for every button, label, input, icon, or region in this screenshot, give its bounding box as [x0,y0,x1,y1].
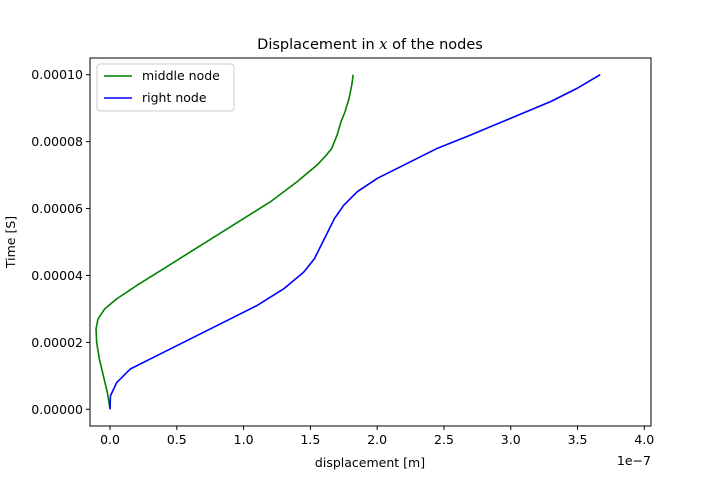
y-tick-label: 0.00004 [31,268,83,283]
x-tick-label: 4.0 [634,432,654,447]
x-tick-label: 1.0 [234,432,254,447]
y-axis-label: Time [S] [3,216,18,269]
x-tick-label: 3.0 [501,432,521,447]
legend: middle node right node [96,63,235,112]
x-tick-label: 2.5 [434,432,454,447]
y-tick-label: 0.00008 [31,134,83,149]
y-tick-label: 0.00006 [31,201,83,216]
legend-label-middle-node: middle node [142,68,220,83]
y-tick-label: 0.00002 [31,335,83,350]
x-tick-label: 0.0 [100,432,120,447]
plot-area [89,57,652,427]
y-axis-ticks: 0.00000 0.00002 0.00004 0.00006 0.00008 0.000… [31,67,90,417]
x-tick-label: 1.5 [300,432,320,447]
x-axis-label: displacement [m] [315,455,425,470]
x-tick-label: 2.0 [367,432,387,447]
x-axis-offset-text: 1e−7 [617,453,651,468]
y-tick-label: 0.00010 [31,67,83,82]
x-tick-label: 0.5 [167,432,187,447]
series-line-right-node [109,74,601,410]
series-line-middle-node [95,74,354,410]
x-tick-label: 3.5 [568,432,588,447]
axes-frame [89,57,652,427]
x-axis-ticks: 0.0 0.5 1.0 1.5 2.0 2.5 3.0 3.5 4.0 [100,426,654,447]
legend-label-right-node: right node [142,90,207,105]
series-layer [95,74,601,410]
y-tick-label: 0.00000 [31,402,83,417]
chart-title: Displacement in x of the nodes [257,37,483,53]
